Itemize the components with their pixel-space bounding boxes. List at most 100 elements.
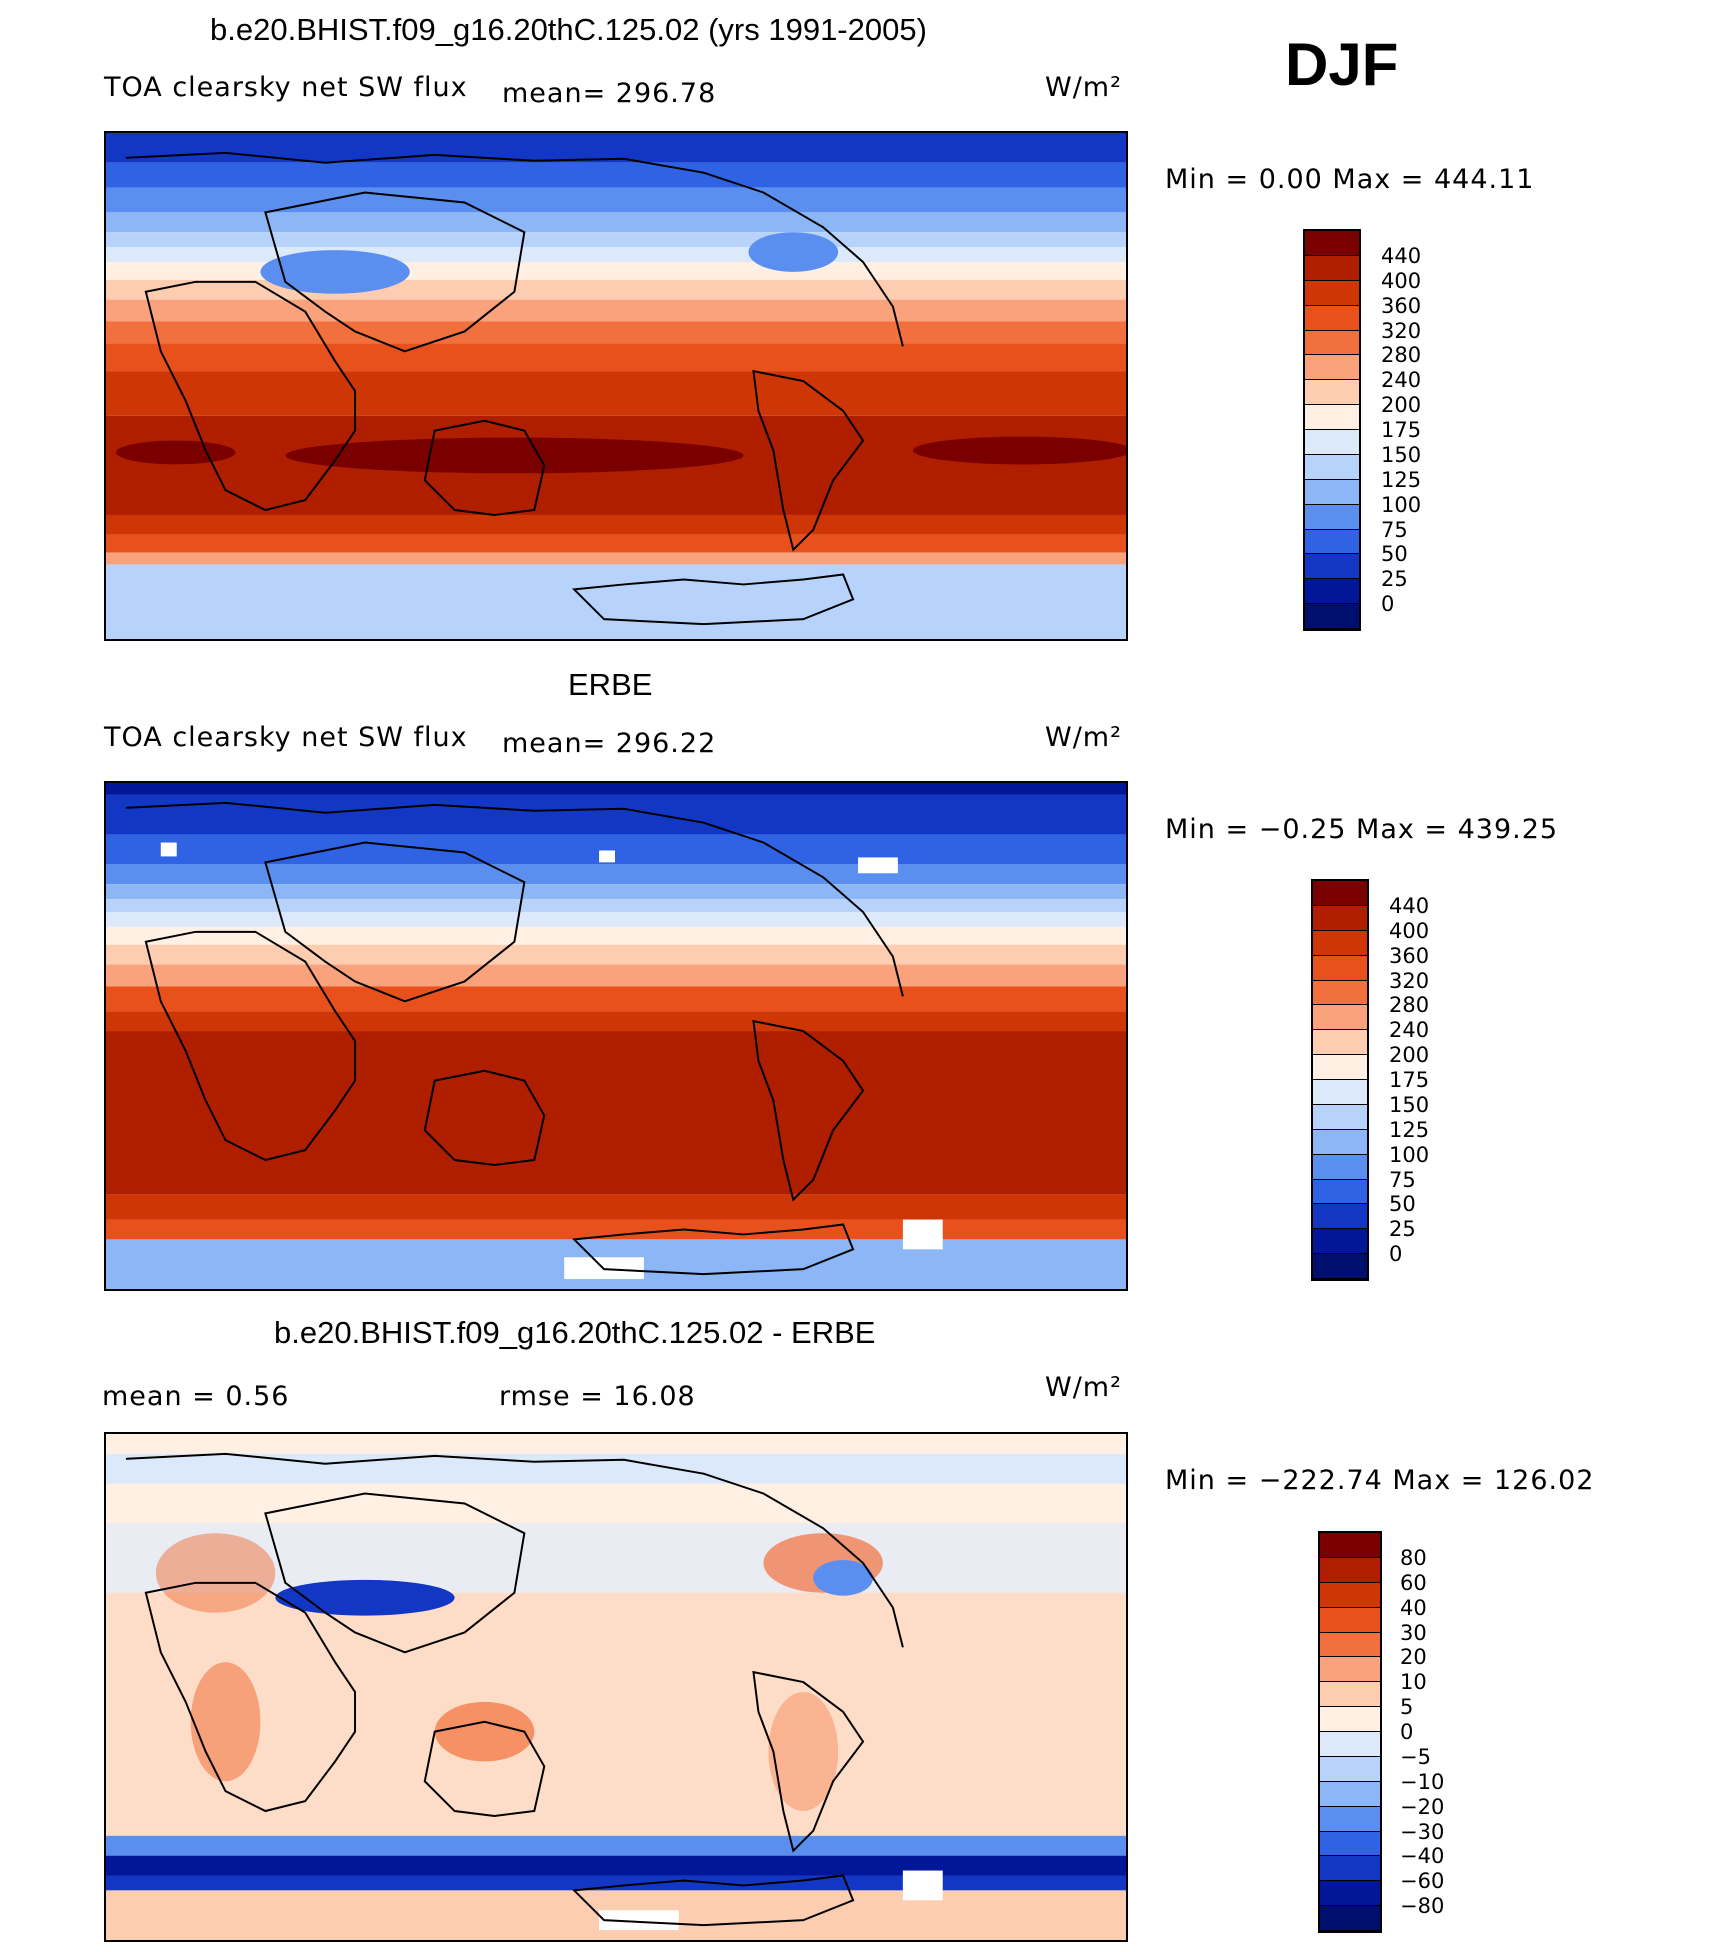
colorbar-swatch (1305, 604, 1359, 629)
colorbar-swatch (1305, 255, 1359, 281)
colorbar-swatch (1320, 1856, 1380, 1882)
colorbar-tick-label: 280 (1389, 993, 1430, 1018)
panel3-rmse-label: rmse = 16.08 (499, 1381, 696, 1412)
colorbar-swatch (1313, 1179, 1367, 1205)
colorbar-swatch (1320, 1756, 1380, 1782)
colorbar-tick-label: −80 (1400, 1894, 1445, 1919)
colorbar-tick-label: 400 (1381, 268, 1422, 293)
colorbar-tick-label: −20 (1400, 1794, 1445, 1819)
colorbar-tick-label: 100 (1389, 1142, 1430, 1167)
colorbar-swatch (1320, 1557, 1380, 1583)
panel1-mean-label: mean= 296.78 (502, 78, 717, 109)
colorbar-swatch (1320, 1881, 1380, 1907)
colorbar-swatch (1320, 1582, 1380, 1608)
colorbar-swatch (1313, 1154, 1367, 1180)
panel2-variable-label: TOA clearsky net SW flux (104, 722, 468, 753)
season-label: DJF (1285, 31, 1399, 98)
panel1-colorbar (1303, 229, 1361, 631)
colorbar-swatch (1313, 980, 1367, 1006)
panel2-title: ERBE (568, 667, 653, 702)
colorbar-tick-label: 175 (1381, 418, 1422, 442)
panel1-variable-label: TOA clearsky net SW flux (104, 72, 468, 103)
colorbar-tick-label: 360 (1389, 943, 1430, 968)
colorbar-tick-label: 40 (1400, 1595, 1427, 1620)
colorbar-tick-label: 150 (1389, 1092, 1430, 1117)
colorbar-tick-label: 25 (1389, 1217, 1416, 1242)
panel2-map (104, 781, 1128, 1291)
panel2-minmax-label: Min = −0.25 Max = 439.25 (1165, 814, 1559, 845)
panel3-map (104, 1432, 1128, 1942)
colorbar-tick-label: 125 (1381, 467, 1422, 492)
colorbar-tick-label: 50 (1381, 542, 1408, 567)
colorbar-swatch (1313, 1129, 1367, 1155)
colorbar-swatch (1320, 1632, 1380, 1658)
colorbar-tick-label: 0 (1400, 1720, 1414, 1744)
panel2-colorbar (1311, 879, 1369, 1281)
colorbar-tick-label: 80 (1400, 1545, 1427, 1570)
colorbar-tick-label: 400 (1389, 918, 1430, 943)
colorbar-tick-label: 320 (1389, 968, 1430, 993)
colorbar-swatch (1313, 1080, 1367, 1105)
panel1-map (104, 131, 1128, 641)
colorbar-tick-label: 100 (1381, 492, 1422, 517)
colorbar-tick-label: 0 (1389, 1242, 1403, 1267)
colorbar-swatch (1313, 930, 1367, 956)
colorbar-swatch (1320, 1831, 1380, 1857)
colorbar-tick-label: −60 (1400, 1869, 1445, 1894)
colorbar-swatch (1305, 355, 1359, 381)
colorbar-swatch (1313, 905, 1367, 931)
panel3-units-label: W/m² (1045, 1372, 1122, 1403)
colorbar-swatch (1305, 280, 1359, 306)
colorbar-swatch (1320, 1906, 1380, 1931)
panel3-minmax-label: Min = −222.74 Max = 126.02 (1165, 1465, 1595, 1496)
panel1-title: b.e20.BHIST.f09_g16.20thC.125.02 (yrs 19… (210, 12, 927, 47)
colorbar-swatch (1320, 1707, 1380, 1732)
colorbar-swatch (1313, 1030, 1367, 1056)
colorbar-tick-label: −5 (1400, 1744, 1431, 1769)
colorbar-tick-label: 5 (1400, 1695, 1414, 1720)
colorbar-swatch (1320, 1607, 1380, 1633)
colorbar-tick-label: 60 (1400, 1570, 1427, 1595)
colorbar-tick-label: 150 (1381, 442, 1422, 467)
colorbar-tick-label: 10 (1400, 1670, 1427, 1695)
colorbar-swatch (1320, 1682, 1380, 1708)
colorbar-swatch (1313, 1005, 1367, 1031)
colorbar-swatch (1313, 881, 1367, 906)
colorbar-tick-label: 200 (1381, 393, 1422, 418)
colorbar-swatch (1320, 1781, 1380, 1807)
panel2-units-label: W/m² (1045, 722, 1122, 753)
colorbar-swatch (1305, 405, 1359, 430)
colorbar-tick-label: 440 (1389, 893, 1430, 918)
colorbar-tick-label: 75 (1389, 1167, 1416, 1192)
colorbar-swatch (1320, 1657, 1380, 1683)
colorbar-tick-label: 75 (1381, 517, 1408, 542)
colorbar-tick-label: 175 (1389, 1068, 1430, 1092)
colorbar-swatch (1313, 1204, 1367, 1230)
colorbar-tick-label: 360 (1381, 293, 1422, 318)
colorbar-swatch (1305, 504, 1359, 530)
colorbar-swatch (1320, 1732, 1380, 1757)
colorbar-swatch (1305, 231, 1359, 256)
colorbar-swatch (1313, 1229, 1367, 1255)
colorbar-tick-label: 200 (1389, 1043, 1430, 1068)
colorbar-tick-label: 320 (1381, 318, 1422, 343)
colorbar-tick-label: 0 (1381, 592, 1395, 617)
colorbar-swatch (1305, 330, 1359, 356)
colorbar-swatch (1313, 1254, 1367, 1279)
colorbar-swatch (1305, 305, 1359, 331)
panel1-units-label: W/m² (1045, 72, 1122, 103)
colorbar-swatch (1313, 1104, 1367, 1130)
colorbar-tick-label: 280 (1381, 343, 1422, 368)
colorbar-tick-label: −30 (1400, 1819, 1445, 1844)
colorbar-tick-label: 240 (1389, 1018, 1430, 1043)
colorbar-tick-label: 25 (1381, 567, 1408, 592)
colorbar-swatch (1305, 554, 1359, 580)
colorbar-tick-label: 50 (1389, 1192, 1416, 1217)
colorbar-tick-label: 20 (1400, 1645, 1427, 1670)
colorbar-swatch (1313, 955, 1367, 981)
colorbar-swatch (1305, 380, 1359, 406)
colorbar-swatch (1320, 1806, 1380, 1832)
colorbar-tick-label: 30 (1400, 1620, 1427, 1645)
panel3-colorbar (1318, 1531, 1382, 1933)
colorbar-swatch (1305, 454, 1359, 480)
